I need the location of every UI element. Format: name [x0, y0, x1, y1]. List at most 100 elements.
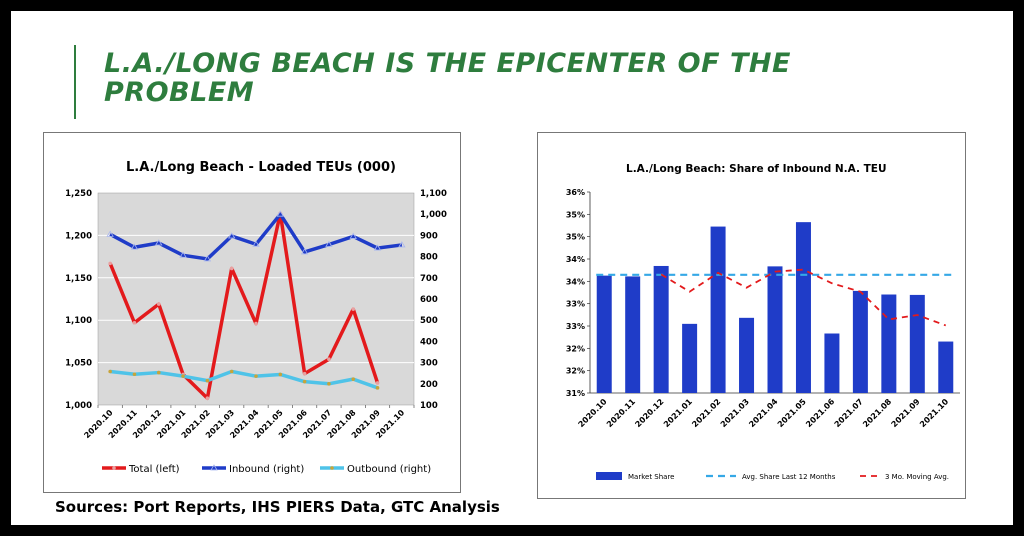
legend-label: Market Share: [628, 473, 675, 481]
bar: [710, 226, 726, 393]
loaded-teus-chart-title: L.A./Long Beach - Loaded TEUs (000): [126, 160, 396, 175]
data-point: [132, 372, 137, 377]
data-point: [373, 244, 382, 251]
data-point: [227, 232, 236, 239]
right-y-tick-label: 1,100: [420, 189, 447, 199]
legend-label: Outbound (right): [347, 464, 431, 475]
left-y-tick-label: 1,200: [65, 231, 92, 241]
bar: [596, 275, 612, 393]
data-point: [205, 378, 210, 383]
slide: L.A./LONG BEACH IS THE EPICENTER OF THE …: [11, 11, 1013, 525]
series-line: [109, 212, 403, 261]
y-tick-label: 32%: [566, 344, 585, 353]
bar: [824, 333, 840, 393]
data-point: [205, 396, 210, 401]
x-tick-label: 2021.04: [747, 397, 779, 429]
data-point: [132, 320, 137, 325]
right-y-tick-label: 600: [420, 295, 438, 305]
data-point: [349, 232, 357, 239]
y-tick-label: 33%: [566, 322, 585, 331]
x-tick-label: 2020.10: [577, 397, 609, 429]
data-point: [398, 241, 406, 248]
data-point: [278, 372, 283, 377]
legend-marker: [210, 464, 218, 471]
data-point: [276, 210, 285, 217]
data-point: [252, 240, 260, 247]
y-tick-label: 31%: [566, 389, 585, 398]
data-point: [300, 248, 309, 255]
y-tick-label: 32%: [566, 367, 585, 376]
bar: [909, 294, 925, 393]
x-tick-label: 2021.07: [833, 397, 865, 429]
legend-label: Total (left): [128, 464, 180, 475]
left-y-tick-label: 1,250: [65, 189, 92, 199]
right-y-tick-label: 700: [420, 274, 438, 284]
data-point: [108, 369, 112, 374]
inbound-share-chart: L.A./Long Beach: Share of Inbound N.A. T…: [566, 163, 960, 481]
right-y-tick-label: 100: [420, 401, 438, 411]
legend-marker: [330, 466, 334, 470]
slide-title: L.A./LONG BEACH IS THE EPICENTER OF THE …: [104, 48, 791, 108]
right-y-tick-label: 1,000: [420, 210, 447, 220]
data-point: [179, 251, 187, 258]
x-tick-label: 2021.05: [776, 397, 808, 429]
y-tick-label: 34%: [566, 255, 585, 264]
data-point: [106, 230, 114, 237]
data-point: [327, 357, 331, 362]
x-tick-label: 2021.10: [918, 397, 950, 429]
legend-label: Inbound (right): [229, 464, 304, 475]
data-point: [229, 369, 234, 374]
data-point: [155, 239, 163, 246]
x-tick-label: 2021.09: [890, 397, 922, 429]
data-point: [351, 307, 356, 311]
bar: [795, 222, 811, 393]
data-point: [325, 240, 333, 247]
bar: [767, 266, 783, 393]
data-point: [351, 377, 356, 381]
y-tick-label: 34%: [566, 277, 585, 286]
series-line: [108, 211, 380, 400]
data-point: [254, 321, 258, 326]
x-tick-label: 2021.06: [804, 397, 836, 429]
data-point: [254, 374, 258, 378]
x-tick-label: 2021.03: [719, 397, 751, 429]
data-point: [130, 243, 139, 250]
bar: [852, 290, 868, 393]
right-y-tick-label: 900: [420, 231, 438, 241]
x-tick-label: 2020.12: [633, 397, 665, 429]
data-point: [156, 370, 161, 375]
y-tick-label: 33%: [566, 300, 585, 309]
legend-label: 3 Mo. Moving Avg.: [885, 473, 949, 481]
loaded-teus-chart-panel: L.A./Long Beach - Loaded TEUs (000) 1,00…: [43, 132, 461, 493]
inbound-share-chart-title: L.A./Long Beach: Share of Inbound N.A. T…: [626, 163, 887, 175]
right-y-tick-label: 800: [420, 253, 438, 263]
data-point: [203, 255, 212, 262]
moving-avg-line: [660, 268, 947, 327]
inbound-share-chart-panel: L.A./Long Beach: Share of Inbound N.A. T…: [537, 132, 966, 499]
left-y-tick-label: 1,000: [65, 401, 92, 411]
left-y-tick-label: 1,150: [65, 274, 92, 284]
y-tick-label: 35%: [566, 210, 585, 219]
data-point: [302, 371, 307, 376]
data-point: [108, 261, 112, 266]
y-tick-label: 35%: [566, 233, 585, 242]
bar: [625, 276, 641, 393]
bar: [881, 294, 897, 393]
legend-swatch: [596, 472, 622, 480]
y-tick-label: 36%: [566, 188, 585, 197]
data-point: [229, 266, 234, 271]
loaded-teus-chart: L.A./Long Beach - Loaded TEUs (000) 1,00…: [65, 160, 447, 475]
data-point: [375, 381, 380, 385]
series-line: [109, 369, 379, 390]
bar: [682, 323, 698, 393]
x-tick-label: 2021.02: [690, 397, 722, 429]
plot-area: [97, 192, 415, 406]
right-y-tick-label: 500: [420, 316, 438, 326]
data-point: [375, 386, 380, 390]
title-accent-bar: [74, 45, 76, 119]
right-y-tick-label: 200: [420, 380, 438, 390]
data-point: [156, 302, 161, 306]
right-y-tick-label: 400: [420, 337, 438, 347]
data-point: [181, 374, 185, 378]
right-y-tick-label: 300: [420, 359, 438, 369]
